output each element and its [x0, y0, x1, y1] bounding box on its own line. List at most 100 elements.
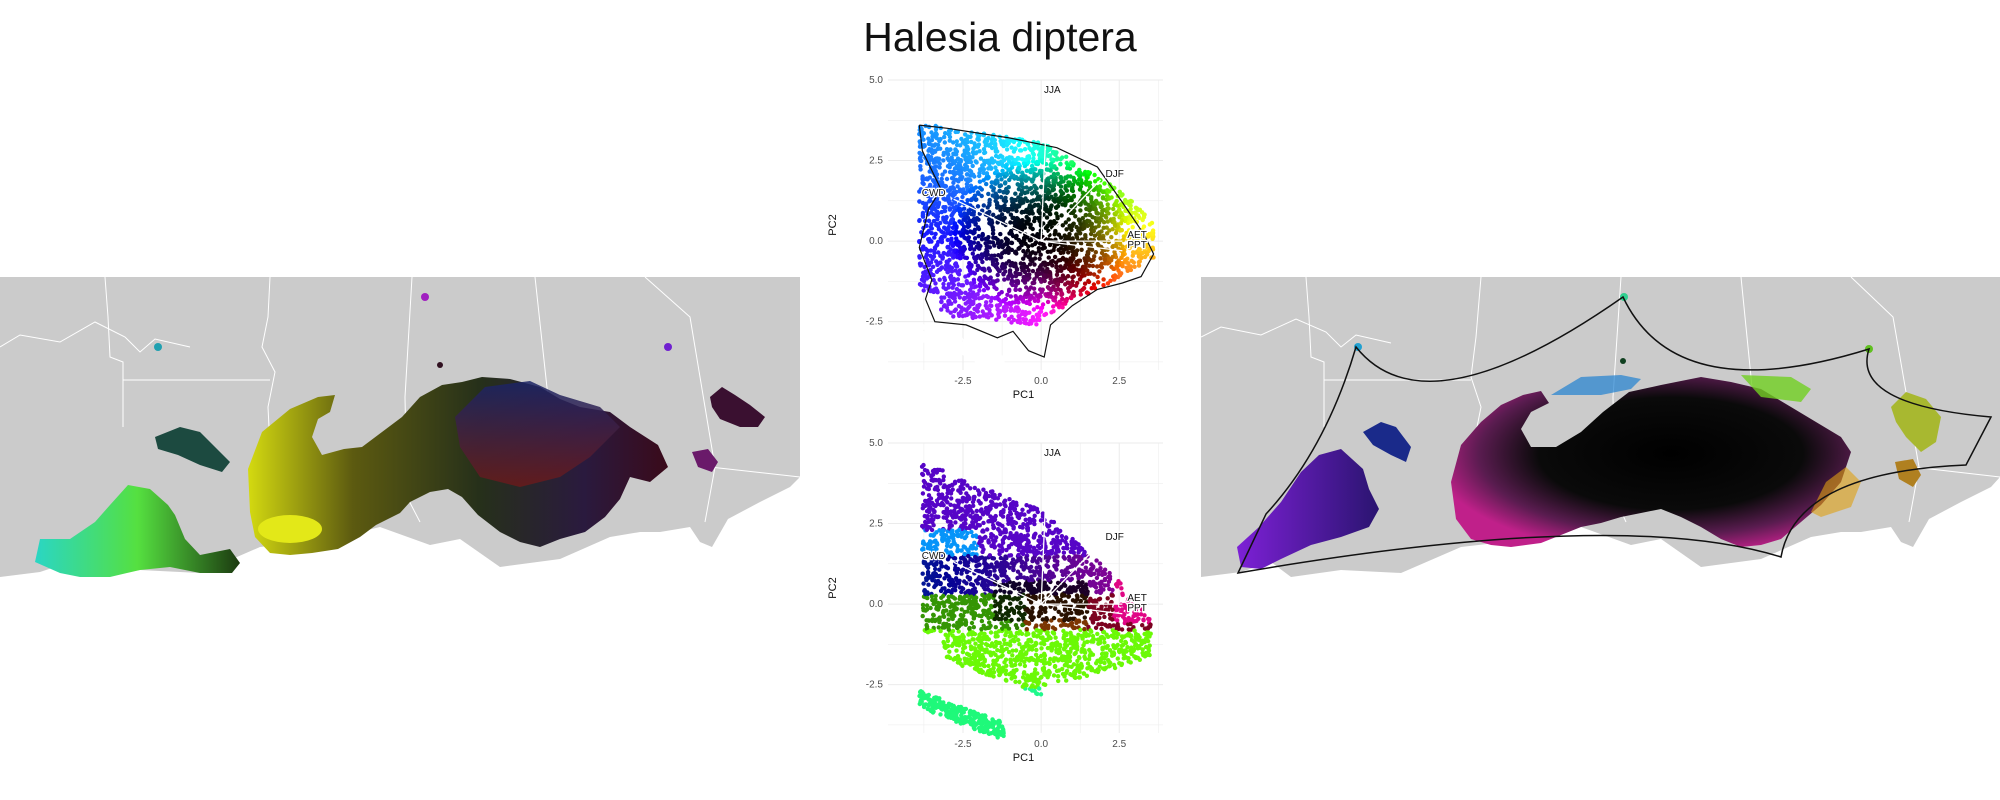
data-point	[1048, 656, 1053, 662]
data-point	[1090, 215, 1095, 220]
data-point	[957, 219, 962, 224]
data-point	[1042, 312, 1047, 318]
data-point	[1039, 623, 1044, 628]
data-point	[949, 301, 954, 306]
data-point	[920, 130, 925, 135]
data-point	[961, 597, 966, 602]
data-point	[997, 183, 1002, 189]
data-point	[1068, 260, 1073, 265]
data-point	[1006, 316, 1012, 322]
data-point	[1095, 241, 1100, 247]
data-point	[1012, 308, 1017, 313]
data-point	[948, 310, 953, 315]
data-point	[1001, 158, 1007, 163]
data-point	[1053, 635, 1058, 640]
data-point	[984, 352, 989, 357]
data-point	[1057, 541, 1063, 546]
data-point	[983, 236, 988, 242]
data-point	[1086, 250, 1091, 255]
data-point	[941, 477, 946, 483]
data-point	[964, 279, 969, 284]
data-point	[936, 239, 941, 245]
data-point	[1065, 163, 1071, 168]
data-point	[1031, 307, 1037, 312]
data-point	[1056, 678, 1061, 684]
data-point	[1028, 295, 1033, 300]
data-point	[934, 546, 939, 552]
data-point	[1136, 213, 1141, 218]
data-point	[958, 622, 963, 627]
data-point	[1142, 254, 1148, 260]
data-point	[1025, 190, 1030, 195]
data-point	[975, 581, 980, 586]
data-point	[1003, 180, 1008, 185]
data-point	[923, 519, 928, 525]
data-point	[1004, 186, 1009, 192]
data-point	[991, 665, 996, 671]
data-point	[969, 543, 974, 549]
data-point	[987, 240, 992, 245]
data-point	[1051, 187, 1056, 192]
data-point	[936, 267, 941, 273]
data-point	[967, 341, 973, 346]
data-point	[1041, 667, 1046, 673]
data-point	[1015, 569, 1021, 574]
data-point	[1040, 302, 1046, 307]
sea	[0, 477, 800, 596]
data-point	[978, 243, 983, 249]
data-point	[952, 481, 958, 486]
data-point	[938, 253, 943, 258]
data-point	[1068, 577, 1073, 583]
data-point	[1065, 274, 1071, 279]
data-point	[945, 633, 951, 638]
data-point	[1086, 278, 1091, 284]
data-point	[1021, 671, 1027, 676]
data-point	[1091, 228, 1096, 234]
data-point	[953, 340, 958, 345]
x-axis-label: PC1	[1013, 389, 1034, 401]
data-point	[1110, 227, 1115, 232]
data-point	[1052, 538, 1058, 544]
data-point	[1007, 565, 1012, 570]
data-point	[1030, 558, 1035, 564]
data-point	[1119, 634, 1125, 639]
data-point	[1086, 181, 1091, 186]
data-point	[1087, 647, 1092, 653]
data-point	[1013, 249, 1018, 254]
loading-vector	[1040, 96, 1049, 242]
data-point	[970, 520, 975, 525]
data-point	[1025, 248, 1031, 253]
data-point	[1004, 641, 1010, 646]
data-point	[933, 566, 938, 572]
data-point	[1087, 208, 1092, 213]
data-point	[924, 607, 930, 612]
data-point	[950, 285, 955, 290]
x-tick-label: 2.5	[1112, 376, 1126, 387]
data-point	[1032, 573, 1037, 578]
data-point	[977, 302, 982, 308]
data-point	[1128, 206, 1133, 212]
data-point	[989, 562, 994, 567]
data-point	[965, 230, 970, 235]
data-point	[940, 189, 945, 194]
data-point	[941, 215, 946, 220]
data-point	[1032, 256, 1038, 261]
data-point	[1040, 154, 1045, 159]
data-point	[970, 219, 976, 224]
data-point	[1051, 247, 1056, 253]
data-point	[968, 183, 974, 188]
data-point	[1007, 177, 1012, 183]
data-point	[1100, 196, 1106, 201]
data-point	[1032, 218, 1037, 224]
data-point	[1027, 301, 1032, 307]
data-point	[1031, 152, 1036, 157]
data-point	[1064, 535, 1069, 541]
data-point	[972, 236, 978, 241]
data-point	[1048, 291, 1053, 296]
data-point	[945, 237, 950, 243]
data-point	[1142, 246, 1147, 252]
data-point	[931, 212, 936, 217]
data-point	[1023, 157, 1028, 162]
data-point	[1009, 273, 1014, 278]
data-point	[1002, 313, 1008, 318]
